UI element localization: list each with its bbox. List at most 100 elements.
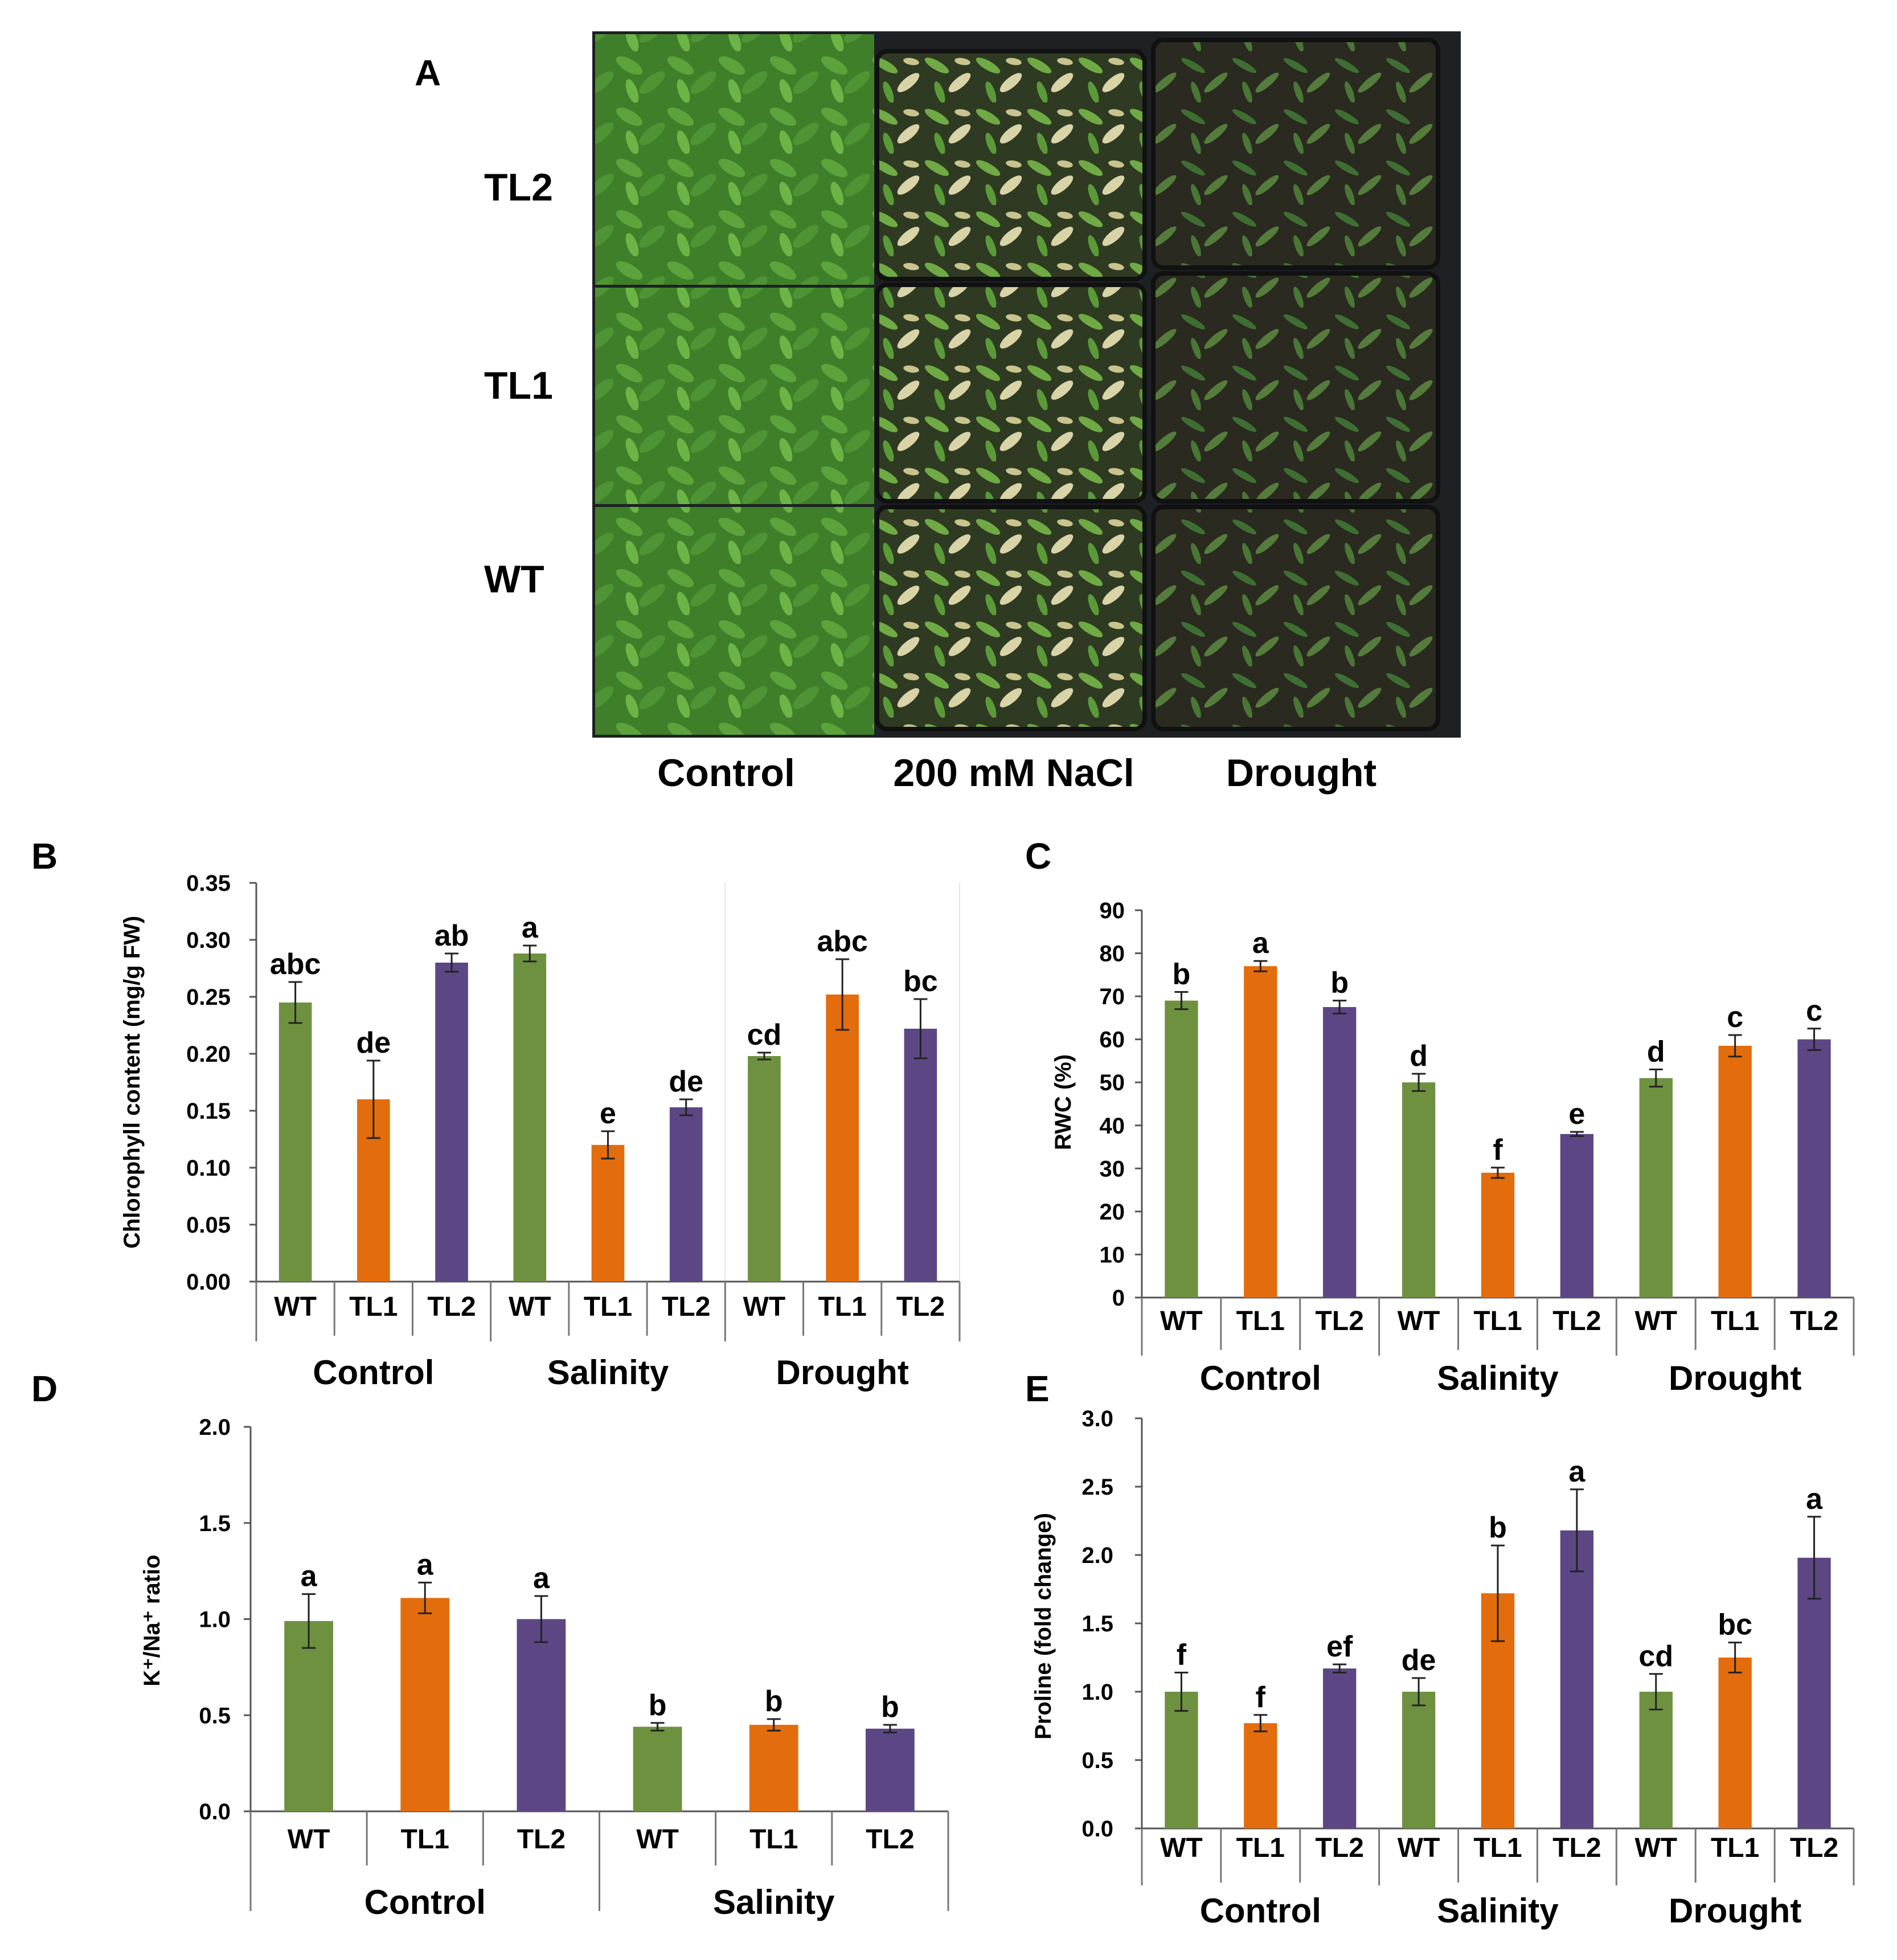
y-tick-label: 0.10 — [186, 1156, 231, 1181]
bar-wt — [1402, 1082, 1436, 1298]
y-tick-label: 0.00 — [186, 1270, 231, 1295]
x-category-label: TL2 — [1790, 1833, 1838, 1863]
bar-tl2 — [1560, 1530, 1594, 1828]
significance-letter: bc — [1718, 1609, 1752, 1642]
bar-wt — [1639, 1692, 1673, 1828]
y-tick-label: 1.0 — [199, 1607, 231, 1632]
x-category-label: WT — [1634, 1833, 1677, 1863]
y-tick-label: 1.0 — [1081, 1680, 1113, 1705]
y-axis-label: K⁺/Na⁺ ratio — [140, 1554, 165, 1686]
group-label: Drought — [1669, 1359, 1801, 1397]
significance-letter: b — [1489, 1511, 1507, 1544]
col-label-control: Control — [657, 751, 795, 795]
bar-tl1 — [1244, 1723, 1277, 1828]
bar-wt — [1165, 1000, 1198, 1298]
x-category-label: TL1 — [349, 1292, 398, 1322]
significance-letter: c — [1727, 1001, 1743, 1034]
bar-tl2 — [866, 1728, 915, 1811]
y-tick-label: 10 — [1100, 1242, 1125, 1267]
y-axis-label: RWC (%) — [1051, 1054, 1076, 1150]
y-tick-label: 2.0 — [1081, 1543, 1113, 1568]
y-tick-label: 0.25 — [186, 985, 231, 1010]
bar-tl1 — [749, 1725, 798, 1811]
x-category-label: TL2 — [1552, 1833, 1601, 1863]
x-category-label: TL1 — [401, 1824, 449, 1855]
row-label-tl2: TL2 — [484, 166, 553, 209]
x-category-label: TL2 — [896, 1292, 945, 1322]
bar-tl2 — [1797, 1557, 1831, 1828]
significance-letter: a — [533, 1562, 550, 1595]
bar-tl2 — [435, 963, 468, 1282]
y-tick-label: 0.0 — [199, 1799, 231, 1824]
x-category-label: TL1 — [1236, 1306, 1285, 1336]
y-tick-label: 0.35 — [186, 871, 231, 896]
bar-tl2 — [904, 1029, 937, 1282]
group-label: Control — [1200, 1359, 1321, 1397]
y-tick-label: 0.15 — [186, 1099, 231, 1124]
y-tick-label: 2.5 — [1081, 1475, 1113, 1500]
significance-letter: a — [1806, 1483, 1823, 1516]
bar-tl1 — [591, 1145, 625, 1282]
bar-tl2 — [669, 1107, 703, 1282]
y-tick-label: 80 — [1100, 942, 1125, 967]
x-category-label: TL1 — [1711, 1833, 1759, 1863]
x-category-label: TL1 — [1473, 1306, 1522, 1336]
significance-letter: cd — [747, 1018, 782, 1051]
x-category-label: TL2 — [1790, 1306, 1838, 1336]
significance-letter: de — [1402, 1644, 1436, 1677]
x-category-label: WT — [1160, 1833, 1203, 1863]
significance-letter: abc — [270, 948, 321, 981]
significance-letter: de — [669, 1065, 703, 1098]
significance-letter: c — [1806, 995, 1822, 1028]
x-category-label: WT — [1398, 1833, 1440, 1863]
significance-letter: a — [301, 1560, 318, 1593]
significance-letter: a — [1252, 927, 1269, 960]
panel-letter-c: C — [1025, 836, 1051, 877]
significance-letter: e — [1568, 1098, 1585, 1131]
significance-letter: d — [1647, 1036, 1665, 1069]
significance-letter: b — [649, 1689, 667, 1722]
bar-tl2 — [1797, 1039, 1831, 1298]
panel-a: A TL2 TL1 WT — [415, 31, 1461, 795]
x-category-label: TL1 — [584, 1292, 632, 1322]
bar-tl1 — [1718, 1046, 1752, 1298]
x-category-label: WT — [288, 1824, 330, 1855]
significance-letter: cd — [1638, 1640, 1673, 1673]
significance-letter: b — [881, 1691, 899, 1724]
bar-wt — [284, 1621, 333, 1811]
bar-wt — [1165, 1692, 1198, 1828]
significance-letter: f — [1493, 1134, 1503, 1167]
significance-letter: b — [1330, 967, 1349, 1000]
x-category-label: TL2 — [1552, 1306, 1601, 1336]
bar-wt — [1639, 1078, 1673, 1298]
y-tick-label: 1.5 — [199, 1511, 231, 1536]
bar-wt — [513, 954, 547, 1282]
y-tick-label: 60 — [1100, 1028, 1125, 1053]
y-tick-label: 3.0 — [1081, 1406, 1113, 1431]
significance-letter: ef — [1326, 1630, 1353, 1663]
bar-tl2 — [1323, 1668, 1357, 1828]
x-category-label: WT — [743, 1292, 786, 1322]
col-label-nacl: 200 mM NaCl — [893, 751, 1134, 795]
bar-wt — [1402, 1692, 1436, 1828]
significance-letter: f — [1256, 1681, 1266, 1714]
group-label: Drought — [776, 1353, 909, 1392]
bar-tl1 — [400, 1598, 450, 1811]
bar-tl1 — [1244, 966, 1277, 1298]
chart-c: C 0 10 20 30 40 50 60 70 80 90 RWC (%) b WT a TL1 b TL2 d W… — [1025, 836, 1855, 1397]
y-tick-label: 20 — [1100, 1200, 1125, 1225]
row-label-wt: WT — [484, 558, 544, 601]
bar-tl2 — [517, 1619, 566, 1811]
bar-tl2 — [1323, 1007, 1357, 1298]
bar-wt — [633, 1726, 682, 1811]
y-tick-label: 0.30 — [186, 928, 231, 953]
x-category-label: TL1 — [1236, 1833, 1285, 1863]
significance-letter: b — [1173, 958, 1191, 991]
group-label: Control — [313, 1353, 434, 1392]
bar-tl1 — [1481, 1172, 1515, 1298]
group-label: Drought — [1669, 1892, 1801, 1930]
group-label: Salinity — [1437, 1359, 1559, 1397]
x-category-label: WT — [509, 1292, 551, 1322]
x-category-label: WT — [274, 1292, 317, 1322]
